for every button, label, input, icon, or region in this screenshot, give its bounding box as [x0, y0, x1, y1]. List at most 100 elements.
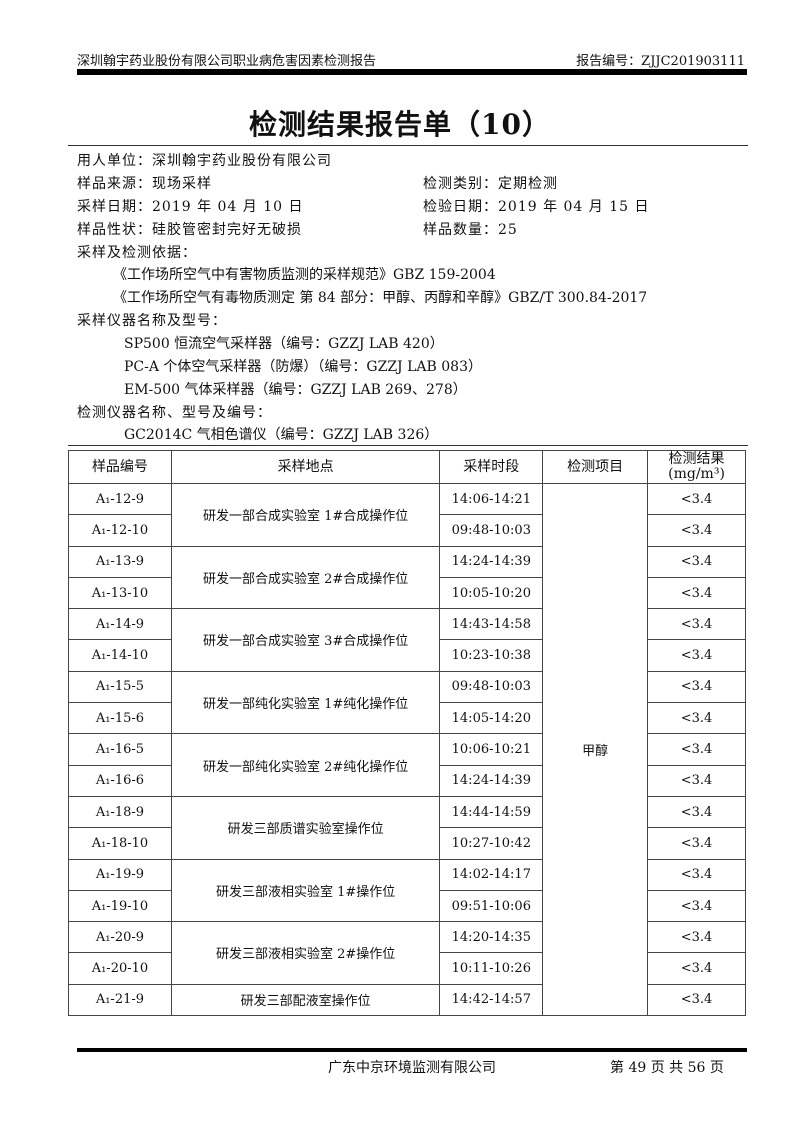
- period-cell: 14:05-14:20: [439, 702, 544, 735]
- test-date: 检验日期：2019 年 04 月 15 日: [423, 199, 650, 215]
- location-cell: 研发三部质谱实验室操作位: [170, 795, 441, 860]
- analyzer-label: 检测仪器名称、型号及编号：: [77, 405, 272, 421]
- result-cell: <3.4: [647, 952, 746, 985]
- result-cell: <3.4: [647, 545, 746, 578]
- sampler-item: EM-500 气体采样器（编号：GZZJ LAB 269、278）: [124, 382, 467, 398]
- table-row: A₁-13-10 10:05-10:20 <3.4: [68, 576, 746, 610]
- footer-divider: [77, 1048, 747, 1052]
- result-cell: <3.4: [647, 795, 746, 829]
- location-cell: 研发三部液相实验室 2#操作位: [170, 921, 441, 985]
- result-cell: <3.4: [647, 827, 746, 860]
- table-row: A₁-20-10 10:11-10:26 <3.4: [68, 952, 746, 985]
- location-cell: 研发一部纯化实验室 1#纯化操作位: [170, 670, 441, 735]
- period-cell: 14:20-14:35: [439, 921, 544, 954]
- sampler-item: PC-A 个体空气采样器（防爆）（编号：GZZJ LAB 083）: [124, 359, 482, 375]
- sample-id-cell: A₁-19-9: [68, 858, 172, 891]
- result-cell: <3.4: [647, 702, 746, 735]
- samplers-label: 采样仪器名称及型号：: [77, 313, 227, 329]
- sample-id-cell: A₁-13-9: [68, 545, 172, 578]
- result-cell: <3.4: [647, 858, 746, 891]
- location-cell: 研发一部合成实验室 3#合成操作位: [170, 608, 441, 672]
- period-cell: 09:48-10:03: [439, 514, 544, 547]
- sample-id-cell: A₁-14-10: [68, 639, 172, 672]
- location-cell: 研发一部合成实验室 2#合成操作位: [170, 545, 441, 610]
- table-row: A₁-16-6 14:24-14:39 <3.4: [68, 764, 746, 797]
- source: 样品来源：现场采样: [77, 176, 212, 192]
- sample-id-cell: A₁-12-10: [68, 514, 172, 547]
- table-row: A₁-14-10 10:23-10:38 <3.4: [68, 639, 746, 672]
- table-row: A₁-14-9 研发一部合成实验室 3#合成操作位 14:43-14:58 <3.4: [68, 608, 746, 672]
- table-row: A₁-15-6 14:05-14:20 <3.4: [68, 702, 746, 735]
- analyzer: GC2014C 气相色谱仪（编号：GZZJ LAB 326）: [124, 427, 439, 443]
- sample-id-cell: A₁-20-10: [68, 952, 172, 985]
- period-cell: 09:51-10:06: [439, 889, 544, 923]
- sample-date: 采样日期：2019 年 04 月 10 日: [77, 199, 304, 215]
- sample-id-cell: A₁-15-6: [68, 702, 172, 735]
- sample-id-cell: A₁-15-5: [68, 670, 172, 704]
- test-type: 检测类别：定期检测: [423, 176, 558, 192]
- page-number: 第 49 页 共 56 页: [610, 1060, 724, 1076]
- basis-label: 采样及检测依据：: [77, 245, 197, 261]
- result-cell: <3.4: [647, 576, 746, 610]
- col-result-label: 检测结果: [668, 451, 725, 467]
- period-cell: 10:11-10:26: [439, 952, 544, 985]
- client: 用人单位：深圳翰宇药业股份有限公司: [77, 153, 332, 169]
- sample-id-cell: A₁-13-10: [68, 576, 172, 610]
- period-cell: 14:42-14:57: [439, 983, 544, 1017]
- table-row: A₁-13-9 研发一部合成实验室 2#合成操作位 14:24-14:39 <3.4: [68, 545, 746, 610]
- table-row: A₁-20-9 研发三部液相实验室 2#操作位 14:20-14:35 <3.4: [68, 921, 746, 985]
- col-result: 检测结果 (mg/m³): [647, 450, 746, 484]
- table-row: A₁-21-9 研发三部配液室操作位 14:42-14:57 <3.4: [68, 983, 746, 1017]
- result-cell: <3.4: [647, 733, 746, 766]
- divider: [68, 445, 748, 446]
- result-cell: <3.4: [647, 921, 746, 954]
- sample-id-cell: A₁-19-10: [68, 889, 172, 923]
- header-divider: [77, 69, 747, 75]
- page-title: 检测结果报告单（10）: [249, 108, 551, 141]
- result-cell: <3.4: [647, 639, 746, 672]
- table-row: A₁-16-5 研发一部纯化实验室 2#纯化操作位 10:06-10:21 <3.4: [68, 733, 746, 797]
- report-number: 报告编号：ZJJC201903111: [576, 54, 745, 69]
- basis-item: 《工作场所空气有毒物质测定 第 84 部分：甲醇、丙醇和辛醇》GBZ/T 300…: [113, 290, 648, 306]
- result-cell: <3.4: [647, 608, 746, 641]
- table-row: A₁-15-5 研发一部纯化实验室 1#纯化操作位 09:48-10:03 <3.4: [68, 670, 746, 735]
- period-cell: 10:05-10:20: [439, 576, 544, 610]
- sample-id-cell: A₁-12-9: [68, 482, 172, 516]
- condition: 样品性状：硅胶管密封完好无破损: [77, 222, 302, 238]
- location-cell: 研发一部纯化实验室 2#纯化操作位: [170, 733, 441, 797]
- results-table: 样品编号 采样地点 采样时段 检测项目 检测结果 (mg/m³) A₁-12-9 研…: [68, 450, 746, 1017]
- sample-id-cell: A₁-18-9: [68, 795, 172, 829]
- period-cell: 10:06-10:21: [439, 733, 544, 766]
- col-location: 采样地点: [170, 450, 441, 484]
- sample-id-cell: A₁-14-9: [68, 608, 172, 641]
- location-cell: 研发三部配液室操作位: [170, 983, 441, 1017]
- result-cell: <3.4: [647, 983, 746, 1017]
- table-row: A₁-12-10 09:48-10:03 <3.4: [68, 514, 746, 547]
- result-cell: <3.4: [647, 482, 746, 516]
- sampler-item: SP500 恒流空气采样器（编号：GZZJ LAB 420）: [124, 336, 444, 352]
- sample-id-cell: A₁-16-5: [68, 733, 172, 766]
- sample-id-cell: A₁-21-9: [68, 983, 172, 1017]
- col-result-unit: (mg/m³): [668, 466, 725, 482]
- period-cell: 10:27-10:42: [439, 827, 544, 860]
- period-cell: 10:23-10:38: [439, 639, 544, 672]
- period-cell: 14:44-14:59: [439, 795, 544, 829]
- result-cell: <3.4: [647, 514, 746, 547]
- period-cell: 09:48-10:03: [439, 670, 544, 704]
- period-cell: 14:06-14:21: [439, 482, 544, 516]
- col-period: 采样时段: [439, 450, 544, 484]
- sample-id-cell: A₁-20-9: [68, 921, 172, 954]
- result-cell: <3.4: [647, 764, 746, 797]
- table-row: A₁-19-10 09:51-10:06 <3.4: [68, 889, 746, 923]
- col-item: 检测项目: [542, 450, 649, 484]
- sample-count: 样品数量：25: [423, 222, 518, 238]
- sample-id-cell: A₁-18-10: [68, 827, 172, 860]
- basis-item: 《工作场所空气中有害物质监测的采样规范》GBZ 159-2004: [113, 267, 496, 283]
- divider: [68, 145, 748, 146]
- period-cell: 14:24-14:39: [439, 545, 544, 578]
- result-cell: <3.4: [647, 889, 746, 923]
- footer-company: 广东中京环境监测有限公司: [328, 1060, 496, 1076]
- sample-id-cell: A₁-16-6: [68, 764, 172, 797]
- location-cell: 研发三部液相实验室 1#操作位: [170, 858, 441, 923]
